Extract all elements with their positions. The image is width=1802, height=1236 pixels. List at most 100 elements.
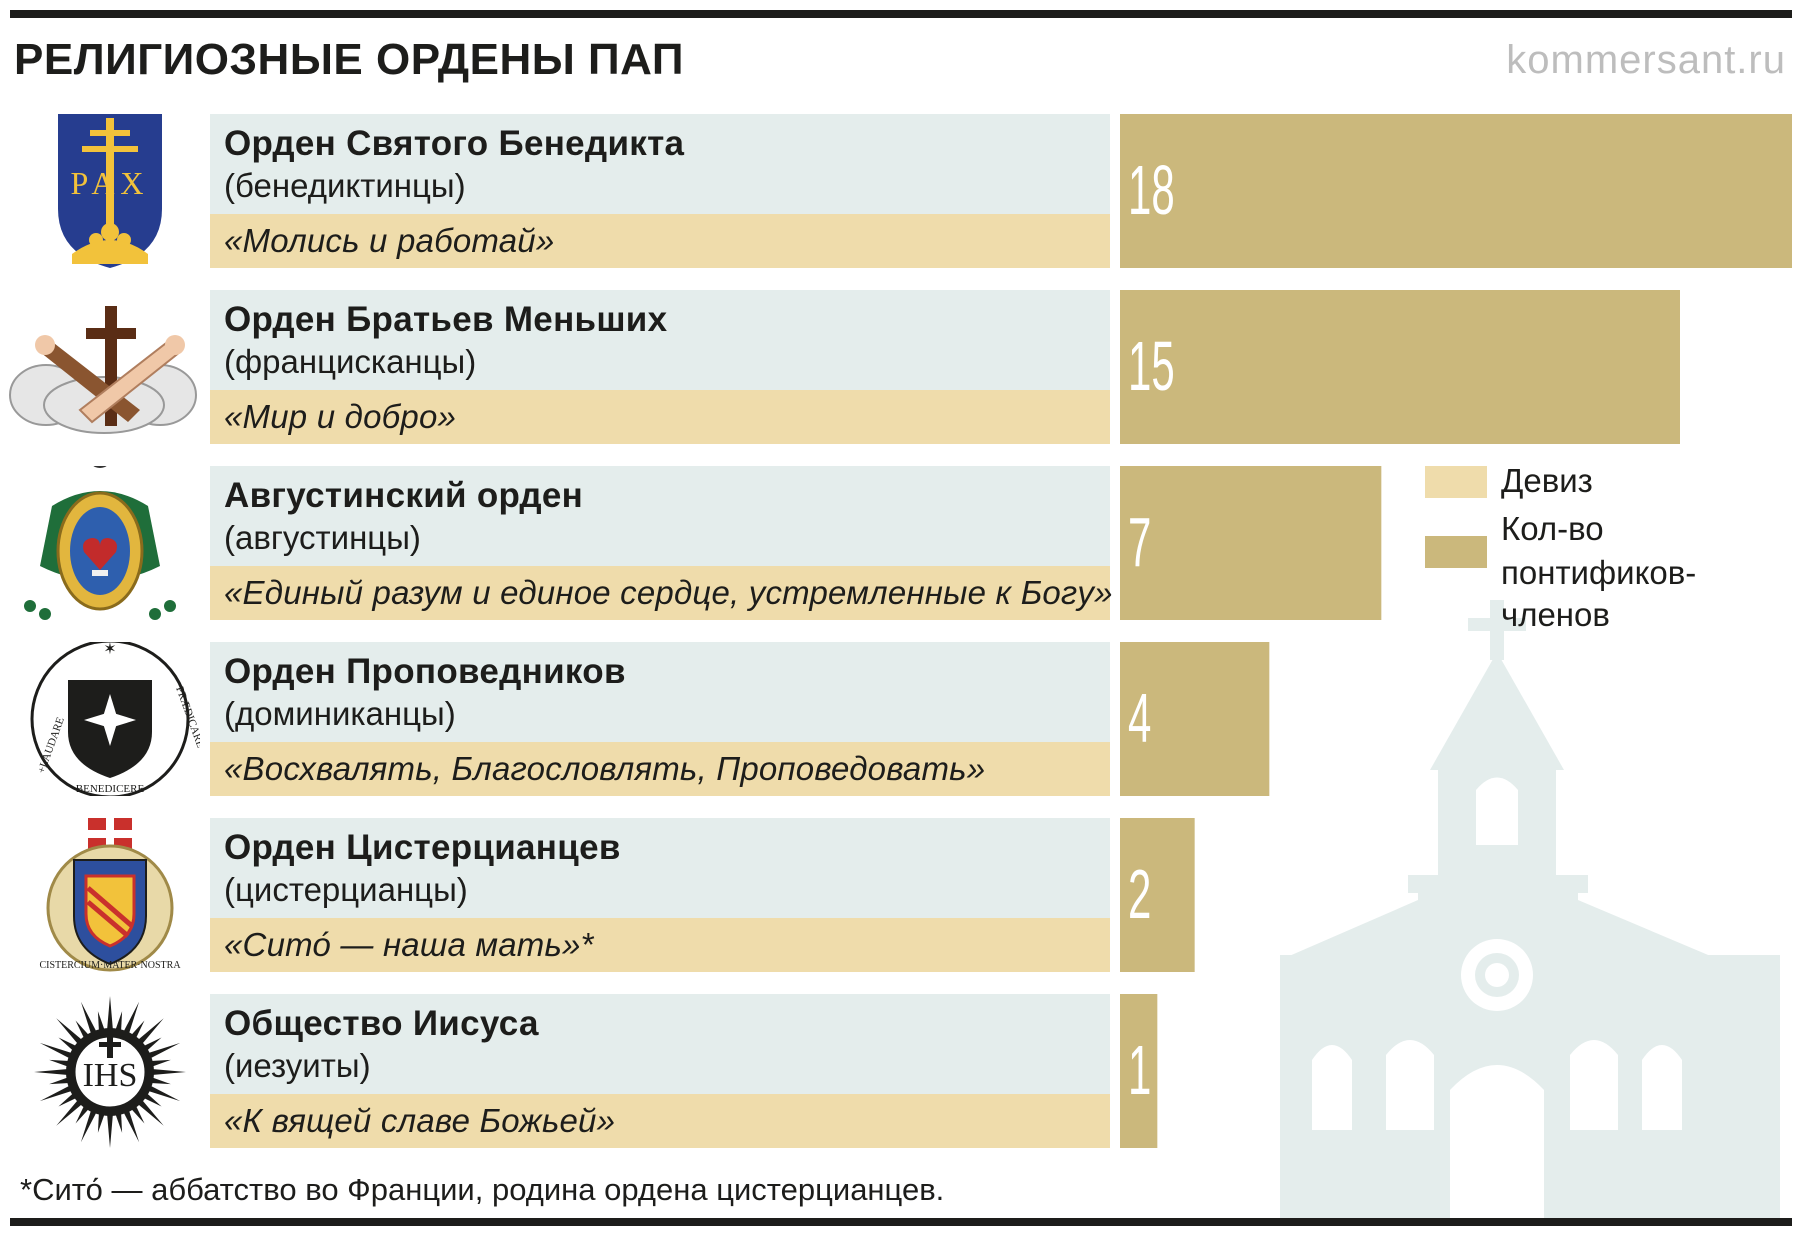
order-members: (августинцы) bbox=[224, 519, 421, 556]
sun-ray bbox=[49, 1059, 70, 1067]
sun-ray bbox=[56, 1018, 83, 1045]
order-row-cistercian: CISTERCIUM·MATER·NOSTRA Орден Цистерциан… bbox=[0, 818, 1802, 972]
bar-value-label: 18 bbox=[1128, 152, 1175, 230]
dominican-benedicere-text: BENEDICERE bbox=[76, 783, 145, 795]
bar-value-label: 1 bbox=[1128, 1032, 1151, 1110]
cistercian-motto-text: CISTERCIUM·MATER·NOSTRA bbox=[39, 960, 181, 971]
bar-3 bbox=[1120, 466, 1382, 620]
motto-box: «К вящей славе Божьей» bbox=[210, 1094, 1110, 1148]
order-row-augustinian: Августинский орден (августинцы) «Единый … bbox=[0, 466, 1802, 620]
order-motto: «Сито́ — наша мать»* bbox=[224, 926, 594, 963]
sun-ray bbox=[39, 1042, 73, 1059]
order-name: Орден Святого Бенедикта bbox=[224, 124, 685, 163]
order-name-box: Орден Святого Бенедикта (бенедиктинцы) bbox=[210, 114, 1110, 214]
order-motto: «К вящей славе Божьей» bbox=[224, 1102, 616, 1139]
motto-box: «Молись и работай» bbox=[210, 214, 1110, 268]
chart-title: РЕЛИГИОЗНЫЕ ОРДЕНЫ ПАП bbox=[14, 35, 684, 84]
sun-ray bbox=[147, 1085, 181, 1102]
order-members: (францисканцы) bbox=[224, 343, 477, 380]
motto-box: «Сито́ — наша мать»* bbox=[210, 918, 1110, 972]
church-icon bbox=[1280, 600, 1780, 1220]
order-row-benedictine: PAX Орден Святого Бенедикта (бенедиктинц… bbox=[0, 114, 1802, 268]
order-motto: «Единый разум и единое сердце, устремлен… bbox=[224, 574, 1113, 611]
sun-ray bbox=[123, 1109, 140, 1143]
order-members: (бенедиктинцы) bbox=[224, 167, 466, 204]
order-name-box: Орден Проповедников (доминиканцы) bbox=[210, 642, 1110, 742]
bar-value-label: 2 bbox=[1128, 856, 1151, 934]
sun-ray bbox=[80, 1109, 97, 1143]
bar-2 bbox=[1120, 290, 1680, 444]
order-name: Общество Иисуса bbox=[224, 1004, 539, 1043]
order-name: Орден Цистерцианцев bbox=[224, 828, 621, 867]
top-rule bbox=[10, 10, 1792, 18]
sun-ray bbox=[123, 1001, 140, 1035]
bar-4 bbox=[1120, 642, 1270, 796]
order-row-jesuit: IHS Общество Иисуса (иезуиты) «К вящей с… bbox=[0, 994, 1802, 1148]
legend-label-count-line2: понтификов-членов bbox=[1501, 554, 1697, 633]
cistercian-crest-icon: CISTERCIUM·MATER·NOSTRA bbox=[39, 818, 181, 972]
sun-ray bbox=[75, 1105, 90, 1124]
order-name-box: Августинский орден (августинцы) bbox=[210, 466, 1110, 566]
sun-ray bbox=[137, 1018, 164, 1045]
bar-5 bbox=[1120, 818, 1195, 972]
benedictine-pax-text: PAX bbox=[70, 165, 149, 201]
order-name-box: Орден Цистерцианцев (цистерцианцы) bbox=[210, 818, 1110, 918]
order-row-dominican: ✶ +LAUDARE PRÆDICARE BENEDICERE Орден Пр… bbox=[0, 642, 1802, 796]
sun-ray bbox=[58, 1037, 77, 1052]
sun-ray bbox=[150, 1077, 171, 1085]
legend-label-motto: Девиз bbox=[1501, 462, 1593, 499]
sun-ray bbox=[56, 1099, 83, 1126]
order-motto: «Восхвалять, Благословлять, Проповедоват… bbox=[224, 750, 986, 787]
sun-ray bbox=[97, 1011, 105, 1032]
order-name: Орден Братьев Меньших bbox=[224, 300, 668, 339]
legend-swatch-motto bbox=[1425, 466, 1487, 498]
sun-ray bbox=[58, 1092, 77, 1107]
dominican-shield-icon: ✶ +LAUDARE PRÆDICARE BENEDICERE bbox=[30, 642, 200, 796]
order-members: (цистерцианцы) bbox=[224, 871, 468, 908]
sun-ray bbox=[150, 1059, 171, 1067]
bar-6 bbox=[1120, 994, 1158, 1148]
sun-ray bbox=[143, 1037, 162, 1052]
bar-value-label: 7 bbox=[1128, 504, 1151, 582]
dominican-laudare-text: +LAUDARE bbox=[36, 715, 67, 775]
sun-ray bbox=[97, 1112, 105, 1133]
pontiff-count-bars: 18 15 7 4 2 1 bbox=[1120, 114, 1792, 1148]
jesuit-ihs-sun-icon: IHS bbox=[34, 996, 186, 1148]
motto-box: «Единый разум и единое сердце, устремлен… bbox=[210, 566, 1113, 620]
sun-ray bbox=[34, 1069, 69, 1075]
sun-ray bbox=[151, 1069, 186, 1075]
sun-ray bbox=[143, 1092, 162, 1107]
order-motto: «Мир и добро» bbox=[224, 398, 457, 435]
order-members: (иезуиты) bbox=[224, 1047, 371, 1084]
sun-ray bbox=[115, 1112, 123, 1133]
dominican-star: ✶ bbox=[103, 642, 116, 658]
sun-ray bbox=[75, 1020, 90, 1039]
sun-ray bbox=[130, 1105, 145, 1124]
bar-1 bbox=[1120, 114, 1792, 268]
footnote: *Сито́ — аббатство во Франции, родина ор… bbox=[20, 1172, 945, 1207]
legend-swatch-count bbox=[1425, 536, 1487, 568]
sun-ray bbox=[115, 1011, 123, 1032]
sun-ray bbox=[130, 1020, 145, 1039]
motto-box: «Восхвалять, Благословлять, Проповедоват… bbox=[210, 742, 1110, 796]
source-label: kommersant.ru bbox=[1506, 38, 1786, 82]
jesuit-ihs-text: IHS bbox=[83, 1057, 138, 1094]
order-name: Орден Проповедников bbox=[224, 652, 626, 691]
order-motto: «Молись и работай» bbox=[224, 222, 555, 259]
benedictine-pax-shield-icon: PAX bbox=[58, 114, 162, 268]
sun-ray bbox=[80, 1001, 97, 1035]
order-name-box: Орден Братьев Меньших (францисканцы) bbox=[210, 290, 1110, 390]
legend-label-count-line1: Кол-во bbox=[1501, 510, 1604, 547]
motto-box: «Мир и добро» bbox=[210, 390, 1110, 444]
bar-value-label: 4 bbox=[1128, 680, 1151, 758]
augustinian-heart-crest-icon bbox=[24, 466, 176, 620]
sun-ray bbox=[39, 1085, 73, 1102]
order-name: Августинский орден bbox=[224, 476, 584, 515]
order-name-box: Общество Иисуса (иезуиты) bbox=[210, 994, 1110, 1094]
bottom-rule bbox=[10, 1218, 1792, 1226]
sun-ray bbox=[107, 996, 113, 1031]
sun-ray bbox=[107, 1113, 113, 1148]
franciscan-crossed-arms-icon bbox=[9, 306, 197, 434]
sun-ray bbox=[137, 1099, 164, 1126]
order-row-franciscan: Орден Братьев Меньших (францисканцы) «Ми… bbox=[0, 290, 1802, 444]
